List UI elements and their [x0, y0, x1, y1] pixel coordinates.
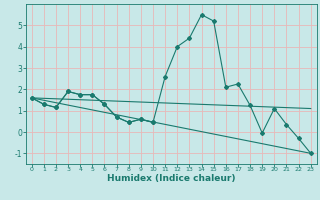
X-axis label: Humidex (Indice chaleur): Humidex (Indice chaleur) — [107, 174, 236, 183]
